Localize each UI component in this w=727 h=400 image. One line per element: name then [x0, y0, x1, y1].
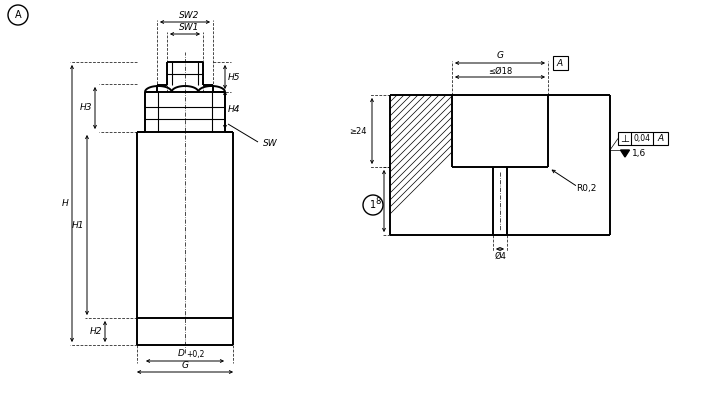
- Text: H3: H3: [80, 104, 92, 112]
- Text: H2: H2: [89, 327, 103, 336]
- Text: H: H: [62, 199, 68, 208]
- Text: 1,6: 1,6: [632, 149, 646, 158]
- Text: +0,2: +0,2: [186, 350, 204, 358]
- Text: A: A: [15, 10, 21, 20]
- Text: ⊥: ⊥: [620, 134, 629, 144]
- Text: ≥24: ≥24: [349, 126, 366, 136]
- Text: H5: H5: [228, 72, 240, 82]
- Text: G: G: [497, 52, 504, 60]
- Text: H4: H4: [228, 104, 240, 114]
- Text: G: G: [182, 360, 188, 370]
- Text: 1: 1: [370, 200, 376, 210]
- Text: A: A: [657, 134, 664, 143]
- Text: A: A: [557, 58, 563, 68]
- Text: 8: 8: [375, 196, 381, 206]
- Text: SW: SW: [262, 140, 277, 148]
- Text: SW1: SW1: [179, 24, 199, 32]
- Text: SW2: SW2: [179, 12, 199, 20]
- Text: D: D: [177, 350, 185, 358]
- Text: 0,04: 0,04: [633, 134, 651, 143]
- Polygon shape: [621, 150, 630, 157]
- Text: ≤Ø18: ≤Ø18: [488, 66, 512, 76]
- Text: Ø4: Ø4: [494, 252, 506, 260]
- Text: R0,2: R0,2: [576, 184, 596, 194]
- Text: H1: H1: [72, 220, 84, 230]
